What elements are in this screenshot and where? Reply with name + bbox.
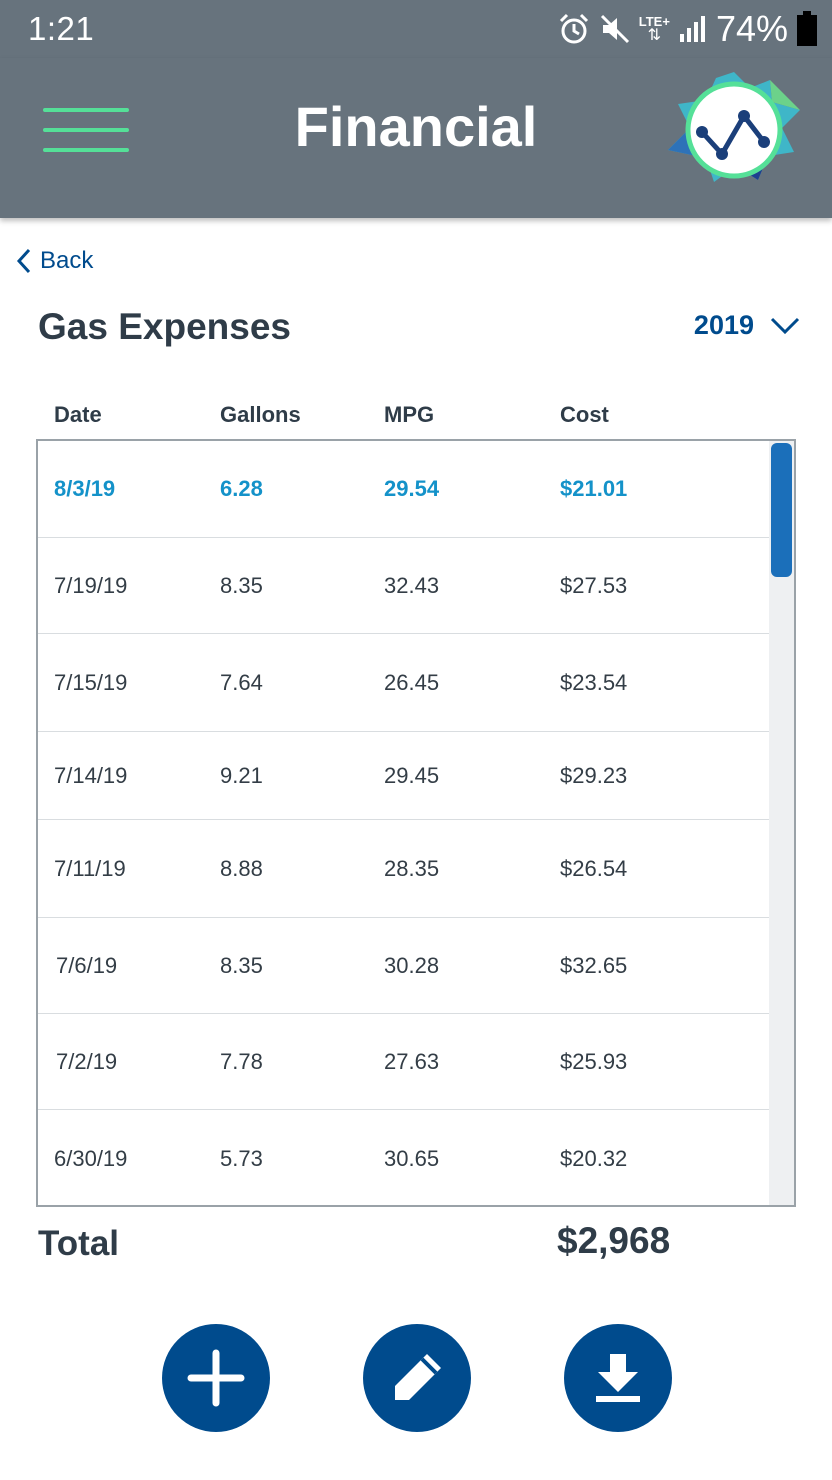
back-label: Back (40, 247, 94, 274)
year-dropdown[interactable]: 2019 (694, 310, 800, 341)
column-header-date: Date (54, 402, 102, 427)
cell-cost: $23.54 (560, 669, 628, 695)
cell-mpg: 30.28 (384, 952, 440, 978)
cell-gallons: 7.64 (220, 669, 263, 695)
cell-mpg: 32.43 (384, 572, 440, 598)
app-title: Financial (294, 95, 538, 158)
add-icon (187, 1349, 245, 1407)
status-bar: 1:21 LTE+ ⇅ 74% (0, 0, 832, 58)
cell-cost: $21.01 (560, 476, 628, 501)
lte-data-icon: LTE+ ⇅ (638, 13, 670, 44)
cell-gallons: 6.28 (220, 476, 263, 501)
download-icon (596, 1354, 640, 1402)
signal-icon (679, 16, 705, 42)
table-row[interactable]: 7/15/19 7.64 26.45 $23.54 (38, 634, 769, 732)
expenses-table[interactable]: 8/3/19 6.28 29.54 $21.01 7/19/19 8.35 32… (36, 439, 796, 1207)
table-row[interactable]: 7/14/19 9.21 29.45 $29.23 (38, 732, 769, 820)
column-header-cost: Cost (560, 402, 609, 427)
cell-cost: $26.54 (560, 855, 628, 881)
hamburger-menu-icon[interactable] (40, 106, 132, 154)
edit-button[interactable] (363, 1324, 471, 1432)
cell-date: 6/30/19 (54, 1145, 128, 1171)
table-row[interactable]: 7/19/19 8.35 32.43 $27.53 (38, 538, 769, 634)
battery-icon (797, 11, 817, 46)
year-value: 2019 (693, 310, 754, 340)
cell-mpg: 26.45 (384, 669, 440, 695)
page-title: Gas Expenses (38, 306, 291, 347)
chevron-left-icon (16, 248, 31, 274)
back-button[interactable]: Back (16, 244, 93, 278)
cell-date: 7/14/19 (54, 762, 128, 788)
scrollbar-thumb[interactable] (771, 443, 792, 577)
cell-date: 7/11/19 (54, 855, 126, 881)
column-header-mpg: MPG (384, 402, 435, 427)
column-header-gallons: Gallons (220, 402, 301, 427)
app-bar: Financial (0, 58, 832, 218)
table-row[interactable]: 8/3/19 6.28 29.54 $21.01 (38, 441, 769, 538)
cell-gallons: 8.35 (220, 572, 263, 598)
cell-mpg: 27.63 (384, 1048, 440, 1074)
total-value: $2,968 (557, 1220, 671, 1261)
chevron-down-icon (770, 317, 800, 334)
cell-gallons: 5.73 (220, 1145, 263, 1171)
scrollbar-track[interactable] (769, 441, 794, 1205)
cell-date: 7/15/19 (54, 669, 128, 695)
table-header: Date Gallons MPG Cost (0, 402, 832, 432)
status-time: 1:21 (28, 10, 95, 47)
cell-gallons: 7.78 (220, 1048, 263, 1074)
cell-mpg: 29.54 (384, 476, 440, 501)
download-button[interactable] (564, 1324, 672, 1432)
add-button[interactable] (162, 1324, 270, 1432)
table-row[interactable]: 7/11/19 8.88 28.35 $26.54 (38, 820, 769, 918)
cell-gallons: 8.88 (220, 855, 263, 881)
cell-cost: $29.23 (560, 762, 628, 788)
table-row[interactable]: 6/30/19 5.73 30.65 $20.32 (38, 1110, 769, 1205)
edit-pencil-icon (395, 1354, 441, 1400)
line-chart-logo-icon (668, 72, 800, 182)
cell-mpg: 29.45 (384, 762, 440, 788)
table-row[interactable]: 7/6/19 8.35 30.28 $32.65 (38, 918, 769, 1014)
status-icons: LTE+ ⇅ 74% (557, 8, 818, 50)
cell-mpg: 28.35 (384, 855, 440, 881)
total-label: Total (38, 1224, 120, 1263)
cell-date: 7/19/19 (54, 572, 128, 598)
cell-date: 7/2/19 (56, 1048, 118, 1074)
network-type: LTE+ (638, 13, 670, 29)
cell-cost: $25.93 (560, 1048, 628, 1074)
mute-icon (600, 14, 629, 44)
table-row[interactable]: 7/2/19 7.78 27.63 $25.93 (38, 1014, 769, 1110)
cell-cost: $32.65 (560, 952, 628, 978)
cell-cost: $20.32 (560, 1145, 628, 1171)
cell-gallons: 8.35 (220, 952, 263, 978)
cell-cost: $27.53 (560, 572, 628, 598)
cell-date: 8/3/19 (54, 476, 116, 501)
cell-gallons: 9.21 (220, 762, 263, 788)
cell-mpg: 30.65 (384, 1145, 440, 1171)
battery-percent: 74% (715, 8, 788, 49)
cell-date: 7/6/19 (56, 952, 118, 978)
alarm-icon (559, 13, 588, 44)
